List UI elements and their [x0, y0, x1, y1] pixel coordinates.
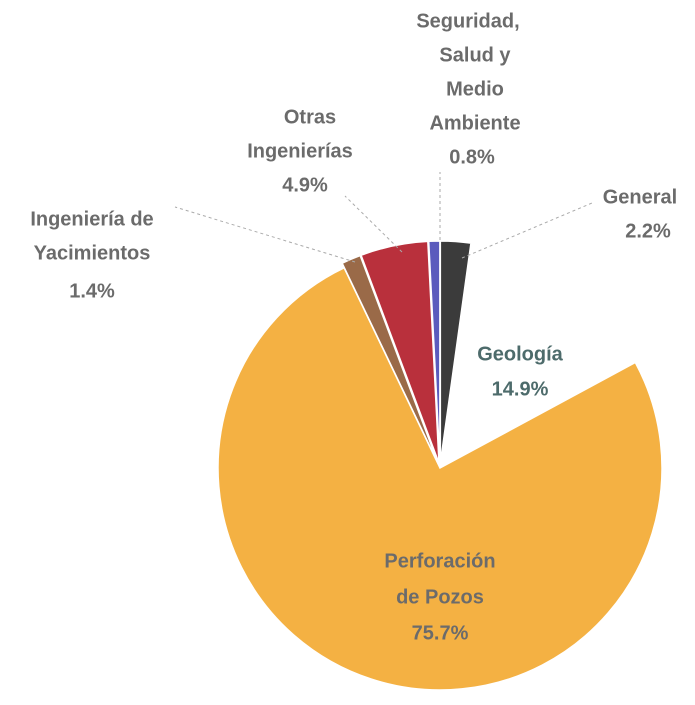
slice-label: Seguridad, — [416, 10, 519, 32]
value-label: 14.9% — [492, 378, 549, 400]
value-label: 1.4% — [69, 280, 115, 302]
value-label: 75.7% — [412, 622, 469, 644]
leader-line — [174, 206, 356, 263]
slice-label: Medio — [446, 78, 504, 100]
slice-label: Ingeniería de — [30, 208, 153, 230]
value-label: 2.2% — [625, 220, 671, 242]
leader-line — [344, 195, 403, 253]
pie-slice — [341, 254, 439, 464]
value-label: 0.8% — [449, 146, 495, 168]
slice-label: Geología — [477, 343, 563, 365]
pie-slice — [360, 240, 440, 464]
pie-slice — [427, 240, 441, 464]
slice-label: Ingenierías — [247, 140, 353, 162]
slice-label: Ambiente — [429, 112, 520, 134]
slice-label: Salud y — [439, 44, 511, 66]
pie-slice — [217, 266, 663, 691]
slice-label: Perforación — [384, 550, 495, 572]
pie-slice — [439, 247, 637, 470]
slice-label: Yacimientos — [34, 242, 151, 264]
slice-label: Otras — [284, 106, 336, 128]
value-label: 4.9% — [282, 174, 328, 196]
slice-label: General — [603, 186, 677, 208]
slice-label: de Pozos — [396, 586, 484, 608]
